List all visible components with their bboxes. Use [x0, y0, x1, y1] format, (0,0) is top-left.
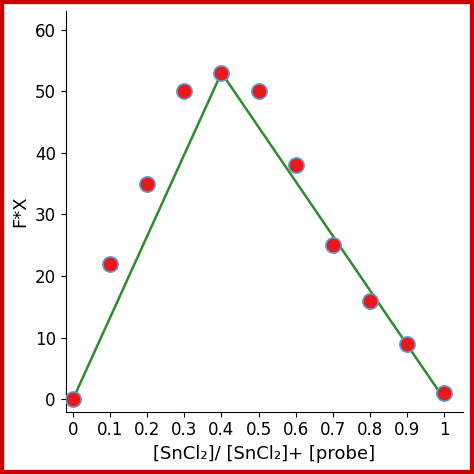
Point [292, 161, 300, 169]
Point [106, 260, 114, 267]
Point [366, 297, 374, 304]
Point [69, 395, 77, 403]
Point [144, 180, 151, 187]
Point [329, 241, 337, 249]
Point [440, 389, 448, 397]
Point [403, 340, 411, 347]
Point [218, 69, 225, 76]
X-axis label: [SnCl₂]/ [SnCl₂]+ [probe]: [SnCl₂]/ [SnCl₂]+ [probe] [153, 445, 375, 463]
Point [181, 87, 188, 95]
Point [255, 87, 263, 95]
Y-axis label: F*X: F*X [11, 196, 29, 227]
